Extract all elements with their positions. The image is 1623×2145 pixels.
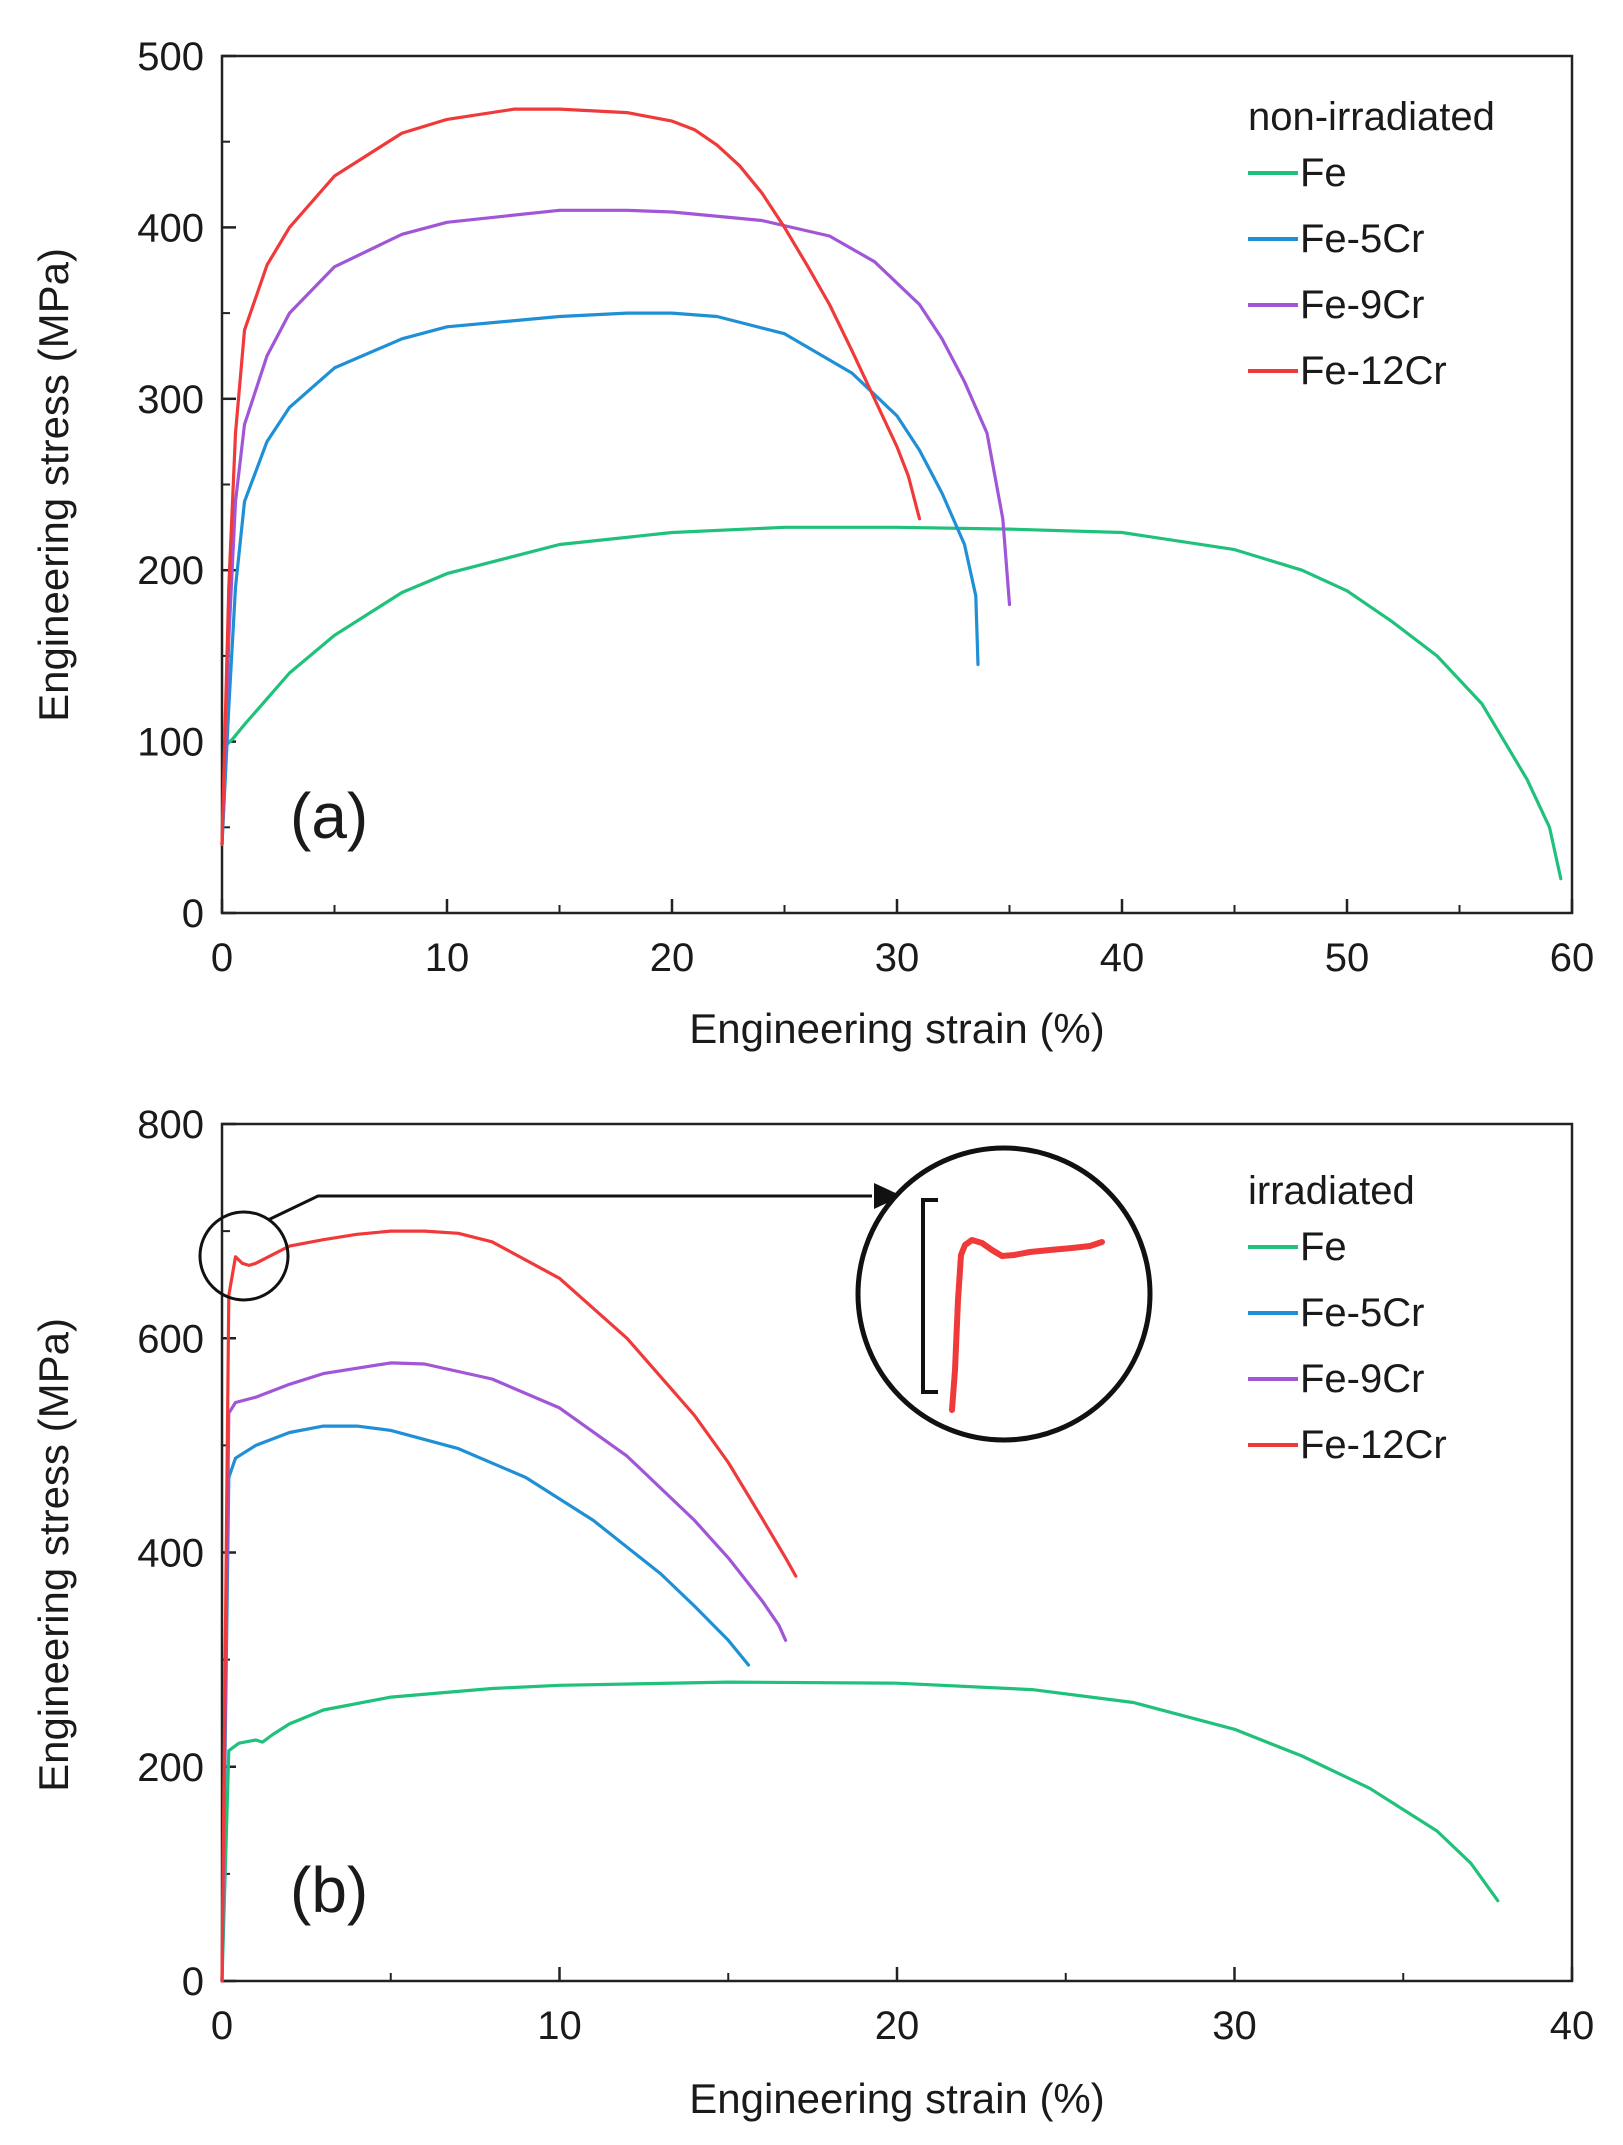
legend-item-fe-12cr: Fe-12Cr: [1248, 349, 1447, 393]
y-tick-label: 0: [182, 1960, 204, 2004]
y-tick-label: 200: [137, 1746, 204, 1790]
legend-label: Fe-5Cr: [1300, 217, 1424, 261]
callout-connector: [267, 1194, 872, 1222]
x-axis-label: Engineering strain (%): [689, 1005, 1105, 1052]
yield-point-inset: [198, 1145, 1153, 1443]
legend-item-fe-5cr: Fe-5Cr: [1248, 1291, 1424, 1335]
legend-item-fe: Fe: [1248, 151, 1347, 195]
callout-arrowhead: [874, 1183, 902, 1209]
x-tick-labels: 0 10 20 30 40: [211, 2004, 1594, 2048]
panel-label: (a): [290, 780, 368, 852]
legend-label: Fe-12Cr: [1300, 1423, 1447, 1467]
series-lines: [220, 1229, 1500, 1983]
legend-item-fe-9cr: Fe-9Cr: [1248, 1357, 1424, 1401]
x-tick-label: 10: [537, 2004, 582, 2048]
y-tick-label: 400: [137, 1532, 204, 1576]
series-lines: [220, 107, 1563, 881]
x-tick-label: 50: [1325, 936, 1370, 980]
x-tick-labels: 0 10 20 30 40 50 60: [211, 936, 1594, 980]
legend-title: irradiated: [1248, 1169, 1415, 1213]
series-line-fe: [220, 1680, 1500, 1983]
x-tick-label: 10: [425, 936, 470, 980]
series-line-fe-12cr: [220, 107, 922, 847]
legend-label: Fe: [1300, 151, 1347, 195]
x-tick-label: 20: [875, 2004, 920, 2048]
y-tick-label: 500: [137, 35, 204, 79]
x-tick-label: 60: [1550, 936, 1595, 980]
y-tick-label: 400: [137, 206, 204, 250]
legend-item-fe-9cr: Fe-9Cr: [1248, 283, 1424, 327]
y-axis-label: Engineering stress (MPa): [30, 1318, 77, 1792]
y-tick-labels: 0 100 200 300 400 500: [137, 35, 204, 936]
y-tick-label: 0: [182, 892, 204, 936]
panel-label: (b): [290, 1854, 368, 1926]
inset-curve: [949, 1237, 1105, 1413]
legend: Fe Fe-5Cr Fe-9Cr Fe-12Cr: [1248, 151, 1447, 393]
x-tick-label: 30: [875, 936, 920, 980]
legend-item-fe-12cr: Fe-12Cr: [1248, 1423, 1447, 1467]
chart-panel-b: 0 200 400 600 800 0 10 20 30 40 Engineering stra…: [30, 1103, 1594, 2122]
series-line-fe-5cr: [220, 1424, 751, 1983]
inset-scale-bar: [921, 1198, 938, 1394]
x-tick-label: 0: [211, 936, 233, 980]
y-tick-labels: 0 200 400 600 800: [137, 1103, 204, 2004]
series-line-fe: [220, 525, 1563, 881]
series-line-fe-9cr: [220, 208, 1012, 847]
series-line-fe-5cr: [220, 311, 980, 847]
chart-panel-a: 0 100 200 300 400 500 0 10 20 30 40 50 60 Engineeri…: [30, 35, 1594, 1052]
legend-item-fe-5cr: Fe-5Cr: [1248, 217, 1424, 261]
x-axis-label: Engineering strain (%): [689, 2075, 1105, 2122]
tick-marks: [220, 54, 1574, 915]
x-tick-label: 40: [1100, 936, 1145, 980]
y-tick-label: 800: [137, 1103, 204, 1147]
legend-label: Fe-5Cr: [1300, 1291, 1424, 1335]
y-tick-label: 100: [137, 721, 204, 765]
y-tick-label: 600: [137, 1317, 204, 1361]
y-tick-label: 300: [137, 378, 204, 422]
y-tick-label: 200: [137, 549, 204, 593]
series-line-fe-9cr: [220, 1361, 788, 1983]
x-tick-label: 20: [650, 936, 695, 980]
legend-label: Fe: [1300, 1225, 1347, 1269]
magnified-circle: [855, 1145, 1153, 1443]
legend-label: Fe-9Cr: [1300, 1357, 1424, 1401]
legend-item-fe: Fe: [1248, 1225, 1347, 1269]
x-tick-label: 40: [1550, 2004, 1595, 2048]
x-tick-label: 30: [1212, 2004, 1257, 2048]
series-line-fe-12cr: [220, 1229, 798, 1983]
legend-title: non-irradiated: [1248, 95, 1495, 139]
legend-label: Fe-12Cr: [1300, 349, 1447, 393]
y-axis-label: Engineering stress (MPa): [30, 248, 77, 722]
legend: Fe Fe-5Cr Fe-9Cr Fe-12Cr: [1248, 1225, 1447, 1467]
highlight-circle: [198, 1210, 290, 1302]
x-tick-label: 0: [211, 2004, 233, 2048]
legend-label: Fe-9Cr: [1300, 283, 1424, 327]
